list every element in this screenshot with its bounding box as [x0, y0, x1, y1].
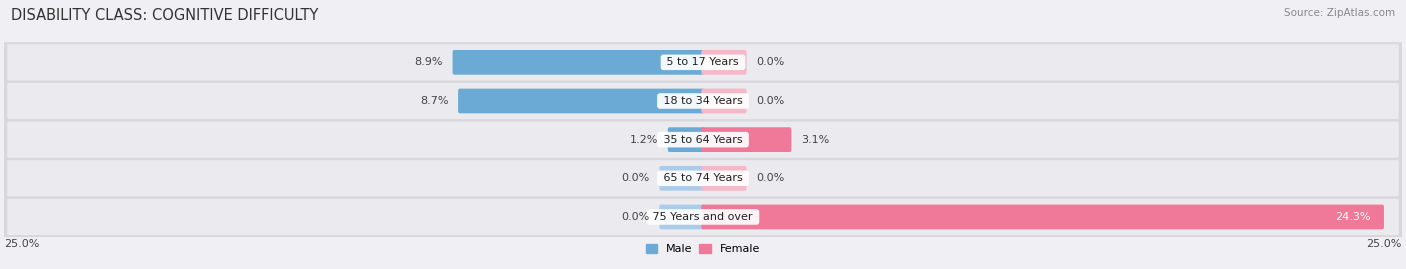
FancyBboxPatch shape	[458, 89, 704, 113]
FancyBboxPatch shape	[702, 205, 1384, 229]
FancyBboxPatch shape	[668, 127, 704, 152]
Text: 0.0%: 0.0%	[621, 212, 650, 222]
Text: 75 Years and over: 75 Years and over	[650, 212, 756, 222]
Text: 8.9%: 8.9%	[415, 57, 443, 67]
FancyBboxPatch shape	[7, 44, 1399, 80]
FancyBboxPatch shape	[3, 81, 1403, 121]
FancyBboxPatch shape	[7, 122, 1399, 158]
FancyBboxPatch shape	[702, 127, 792, 152]
FancyBboxPatch shape	[7, 199, 1399, 235]
Text: 35 to 64 Years: 35 to 64 Years	[659, 135, 747, 145]
Text: DISABILITY CLASS: COGNITIVE DIFFICULTY: DISABILITY CLASS: COGNITIVE DIFFICULTY	[11, 8, 319, 23]
FancyBboxPatch shape	[702, 89, 747, 113]
FancyBboxPatch shape	[7, 160, 1399, 196]
FancyBboxPatch shape	[7, 83, 1399, 119]
FancyBboxPatch shape	[659, 166, 704, 191]
FancyBboxPatch shape	[3, 119, 1403, 160]
FancyBboxPatch shape	[3, 197, 1403, 237]
FancyBboxPatch shape	[702, 166, 747, 191]
Text: Source: ZipAtlas.com: Source: ZipAtlas.com	[1284, 8, 1395, 18]
Text: 25.0%: 25.0%	[4, 239, 39, 249]
Legend: Male, Female: Male, Female	[641, 239, 765, 259]
Text: 0.0%: 0.0%	[756, 57, 785, 67]
Text: 0.0%: 0.0%	[756, 96, 785, 106]
FancyBboxPatch shape	[3, 158, 1403, 199]
FancyBboxPatch shape	[702, 50, 747, 75]
Text: 18 to 34 Years: 18 to 34 Years	[659, 96, 747, 106]
Text: 1.2%: 1.2%	[630, 135, 658, 145]
Text: 24.3%: 24.3%	[1336, 212, 1371, 222]
FancyBboxPatch shape	[659, 205, 704, 229]
FancyBboxPatch shape	[3, 42, 1403, 82]
Text: 0.0%: 0.0%	[621, 173, 650, 183]
FancyBboxPatch shape	[453, 50, 704, 75]
Text: 8.7%: 8.7%	[420, 96, 449, 106]
Text: 0.0%: 0.0%	[756, 173, 785, 183]
Text: 5 to 17 Years: 5 to 17 Years	[664, 57, 742, 67]
Text: 25.0%: 25.0%	[1367, 239, 1402, 249]
Text: 3.1%: 3.1%	[801, 135, 830, 145]
Text: 65 to 74 Years: 65 to 74 Years	[659, 173, 747, 183]
